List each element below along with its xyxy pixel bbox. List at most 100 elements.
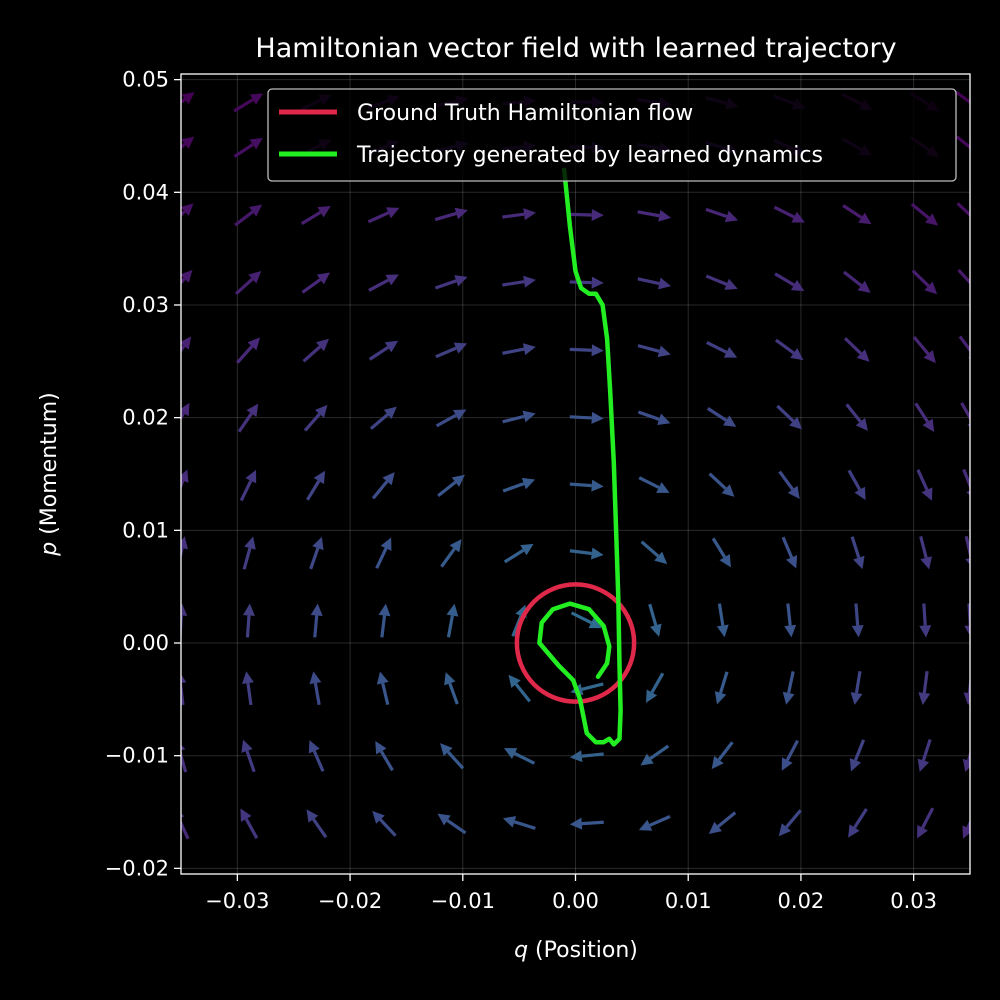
y-axis-label: p (Momentum) (37, 392, 62, 556)
field-arrow (955, 90, 970, 105)
field-arrow (181, 136, 195, 150)
field-arrow (508, 674, 532, 703)
field-arrow (637, 277, 672, 290)
field-arrow (848, 808, 868, 838)
field-arrow (435, 409, 467, 428)
field-arrow (502, 275, 536, 288)
field-arrow (367, 207, 400, 224)
field-arrow (502, 410, 536, 424)
field-arrow (842, 204, 872, 225)
field-arrow (309, 536, 324, 570)
field-arrow (375, 741, 394, 772)
field-arrow (570, 611, 602, 629)
field-arrow (242, 603, 255, 638)
field-arrow (376, 671, 390, 705)
x-axis-label-text: (Position) (528, 938, 638, 963)
field-arrow (706, 407, 737, 427)
field-arrow (850, 671, 863, 705)
field-arrow (378, 603, 391, 638)
field-arrow (503, 748, 536, 765)
field-arrow (919, 536, 932, 570)
field-arrow (648, 603, 662, 637)
legend-label-learned-trajectory: Trajectory generated by learned dynamics (356, 143, 823, 168)
field-arrow (440, 539, 462, 568)
y-tick-label: 0.02 (122, 406, 169, 430)
field-arrow (716, 603, 729, 638)
x-tick-label: −0.02 (318, 889, 382, 913)
field-arrow (705, 274, 738, 290)
field-arrow (181, 336, 192, 353)
field-arrow (181, 269, 193, 285)
field-arrow (234, 271, 262, 296)
field-arrow (778, 809, 802, 837)
field-arrow (502, 816, 536, 830)
field-arrow (714, 671, 729, 705)
field-arrow (842, 270, 871, 293)
field-arrow (912, 336, 936, 364)
x-tick-label: −0.01 (431, 889, 495, 913)
field-arrow (502, 208, 536, 221)
field-arrow (371, 472, 395, 500)
field-arrow (782, 671, 795, 705)
legend-box (267, 88, 957, 182)
field-arrow (645, 672, 665, 703)
field-arrow (781, 536, 798, 569)
learned-trajectory-line (537, 167, 623, 747)
y-tick-label: 0.01 (122, 518, 169, 542)
field-arrow (234, 204, 263, 227)
field-arrow (705, 207, 739, 223)
field-arrow (911, 269, 938, 295)
field-arrow (569, 208, 604, 221)
field-arrow (440, 743, 465, 770)
field-arrow (181, 674, 187, 706)
field-arrow (569, 411, 604, 424)
field-arrow (242, 536, 256, 570)
field-arrow (375, 537, 392, 569)
field-arrow (300, 206, 331, 226)
field-arrow (773, 205, 805, 223)
field-arrow (638, 815, 671, 831)
field-arrow (181, 203, 194, 218)
field-arrow (916, 469, 933, 501)
y-tick-label: 0.03 (122, 293, 169, 317)
field-arrow (637, 344, 671, 358)
field-arrow (308, 740, 325, 772)
y-tick-label: −0.01 (105, 744, 169, 768)
field-arrow (711, 537, 731, 568)
field-arrow (569, 479, 604, 492)
field-arrow (850, 536, 865, 570)
series-layer (514, 167, 637, 747)
x-tick-label: 0.02 (778, 889, 825, 913)
field-arrow (181, 744, 188, 773)
field-arrow (306, 809, 328, 839)
y-axis-ticks: −0.02 −0.01 0.00 0.01 0.02 0.03 0.04 0.05 (105, 68, 181, 880)
field-arrow (306, 470, 326, 501)
y-axis-label-var: p (37, 542, 62, 557)
field-arrow (640, 744, 670, 766)
x-tick-label: −0.03 (205, 889, 269, 913)
field-arrow (302, 338, 329, 363)
field-arrow (309, 671, 322, 706)
field-arrow (233, 137, 263, 158)
plot-area (181, 74, 970, 874)
field-arrow (849, 739, 866, 772)
field-arrow (369, 406, 397, 430)
field-arrow (503, 543, 534, 564)
y-tick-label: 0.04 (122, 180, 169, 204)
y-tick-label: −0.02 (105, 856, 169, 880)
field-arrow (774, 338, 804, 361)
field-arrow (437, 474, 465, 498)
field-arrow (708, 472, 735, 497)
chart-title: Hamiltonian vector field with learned tr… (255, 33, 896, 64)
field-arrow (233, 93, 264, 113)
field-arrow (843, 337, 870, 362)
field-arrow (964, 535, 970, 565)
y-tick-label: 0.00 (122, 631, 169, 655)
field-arrow (640, 540, 668, 565)
field-arrow (776, 404, 802, 430)
field-arrow (638, 476, 670, 493)
field-arrow (917, 807, 935, 839)
x-axis-ticks: −0.03 −0.02 −0.01 0.00 0.01 0.02 0.03 (205, 874, 937, 913)
